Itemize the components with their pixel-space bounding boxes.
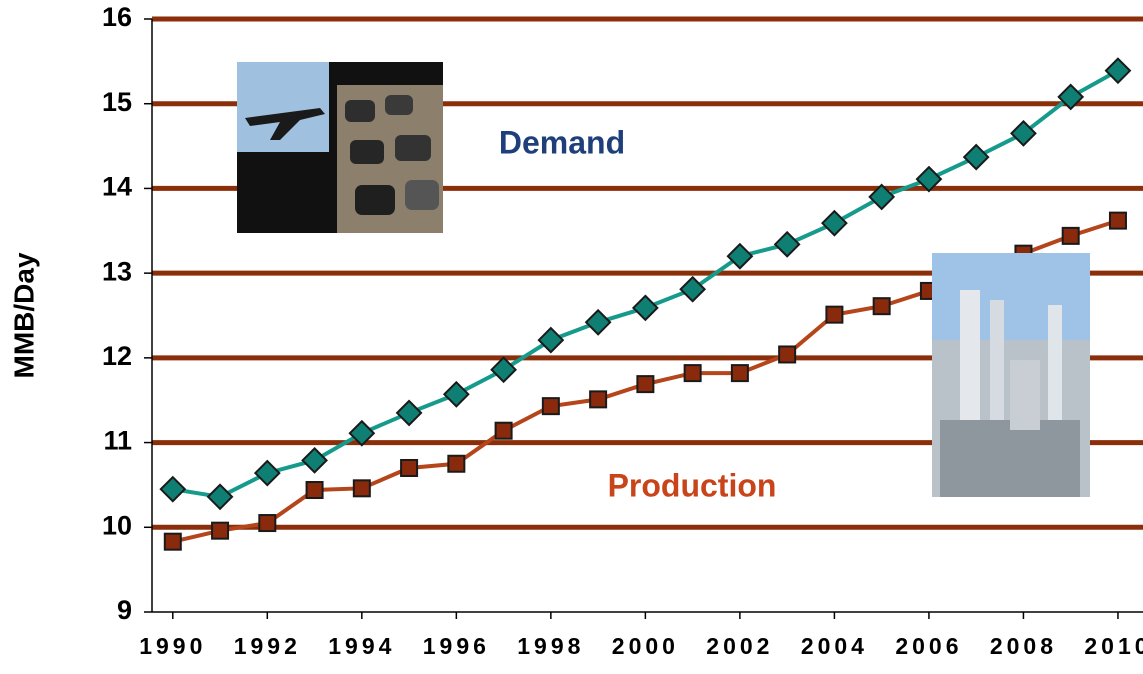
diamond-marker [490,356,518,384]
square-marker [541,397,560,416]
diamond-marker [726,242,754,270]
y-tick-label: 10 [102,510,132,540]
diamond-marker [679,275,707,303]
x-tick-label: 1990 [139,633,206,659]
square-marker [494,421,513,440]
diamond-marker [962,143,990,171]
square-marker [825,305,844,324]
diamond-marker [348,419,376,447]
diamond-marker [1057,83,1085,111]
y-tick-label: 14 [102,172,132,202]
square-marker [589,390,608,409]
diamond-marker [1104,57,1132,85]
diamond-marker [442,380,470,408]
diamond-marker [773,230,801,258]
x-tick-label: 1998 [517,633,584,659]
diamond-marker [631,294,659,322]
x-tick-label: 2000 [612,633,679,659]
diamond-marker [537,326,565,354]
diamond-marker [820,209,848,237]
photo-transport [237,62,443,233]
diamond-marker [395,399,423,427]
square-marker [636,375,655,394]
x-tick-label: 2008 [990,633,1057,659]
x-tick-label: 1992 [234,633,301,659]
photo-refinery [932,253,1090,497]
x-tick-label: 1996 [423,633,490,659]
square-marker [1108,211,1127,230]
square-marker [258,514,277,533]
diamond-marker [159,475,187,503]
x-tick-label: 1994 [328,633,395,659]
x-tick-label: 2004 [801,633,868,659]
diamond-marker [868,183,896,211]
y-tick-label: 15 [102,87,132,117]
x-tick-label: 2006 [895,633,962,659]
series-label: Production [608,467,777,503]
y-axis-label: MMB/Day [8,252,39,378]
square-marker [447,454,466,473]
series-label: Demand [499,124,625,160]
square-marker [683,364,702,383]
y-tick-label: 16 [102,2,132,32]
square-marker [352,479,371,498]
diamond-marker [584,308,612,336]
square-marker [163,532,182,551]
square-marker [400,458,419,477]
diamond-marker [206,483,234,511]
square-marker [1061,226,1080,245]
y-tick-label: 12 [102,341,132,371]
x-tick-label: 2010 [1084,633,1143,659]
y-tick-label: 11 [103,426,132,456]
x-tick-label: 2002 [706,633,773,659]
square-marker [778,345,797,364]
diamond-marker [915,165,943,193]
diamond-marker [301,446,328,474]
square-marker [305,481,324,500]
square-marker [872,297,891,316]
y-tick-label: 13 [102,256,132,286]
diamond-marker [253,459,281,487]
diamond-marker [1010,119,1037,147]
y-tick-label: 9 [117,595,132,625]
square-marker [730,364,749,383]
square-marker [211,521,230,540]
